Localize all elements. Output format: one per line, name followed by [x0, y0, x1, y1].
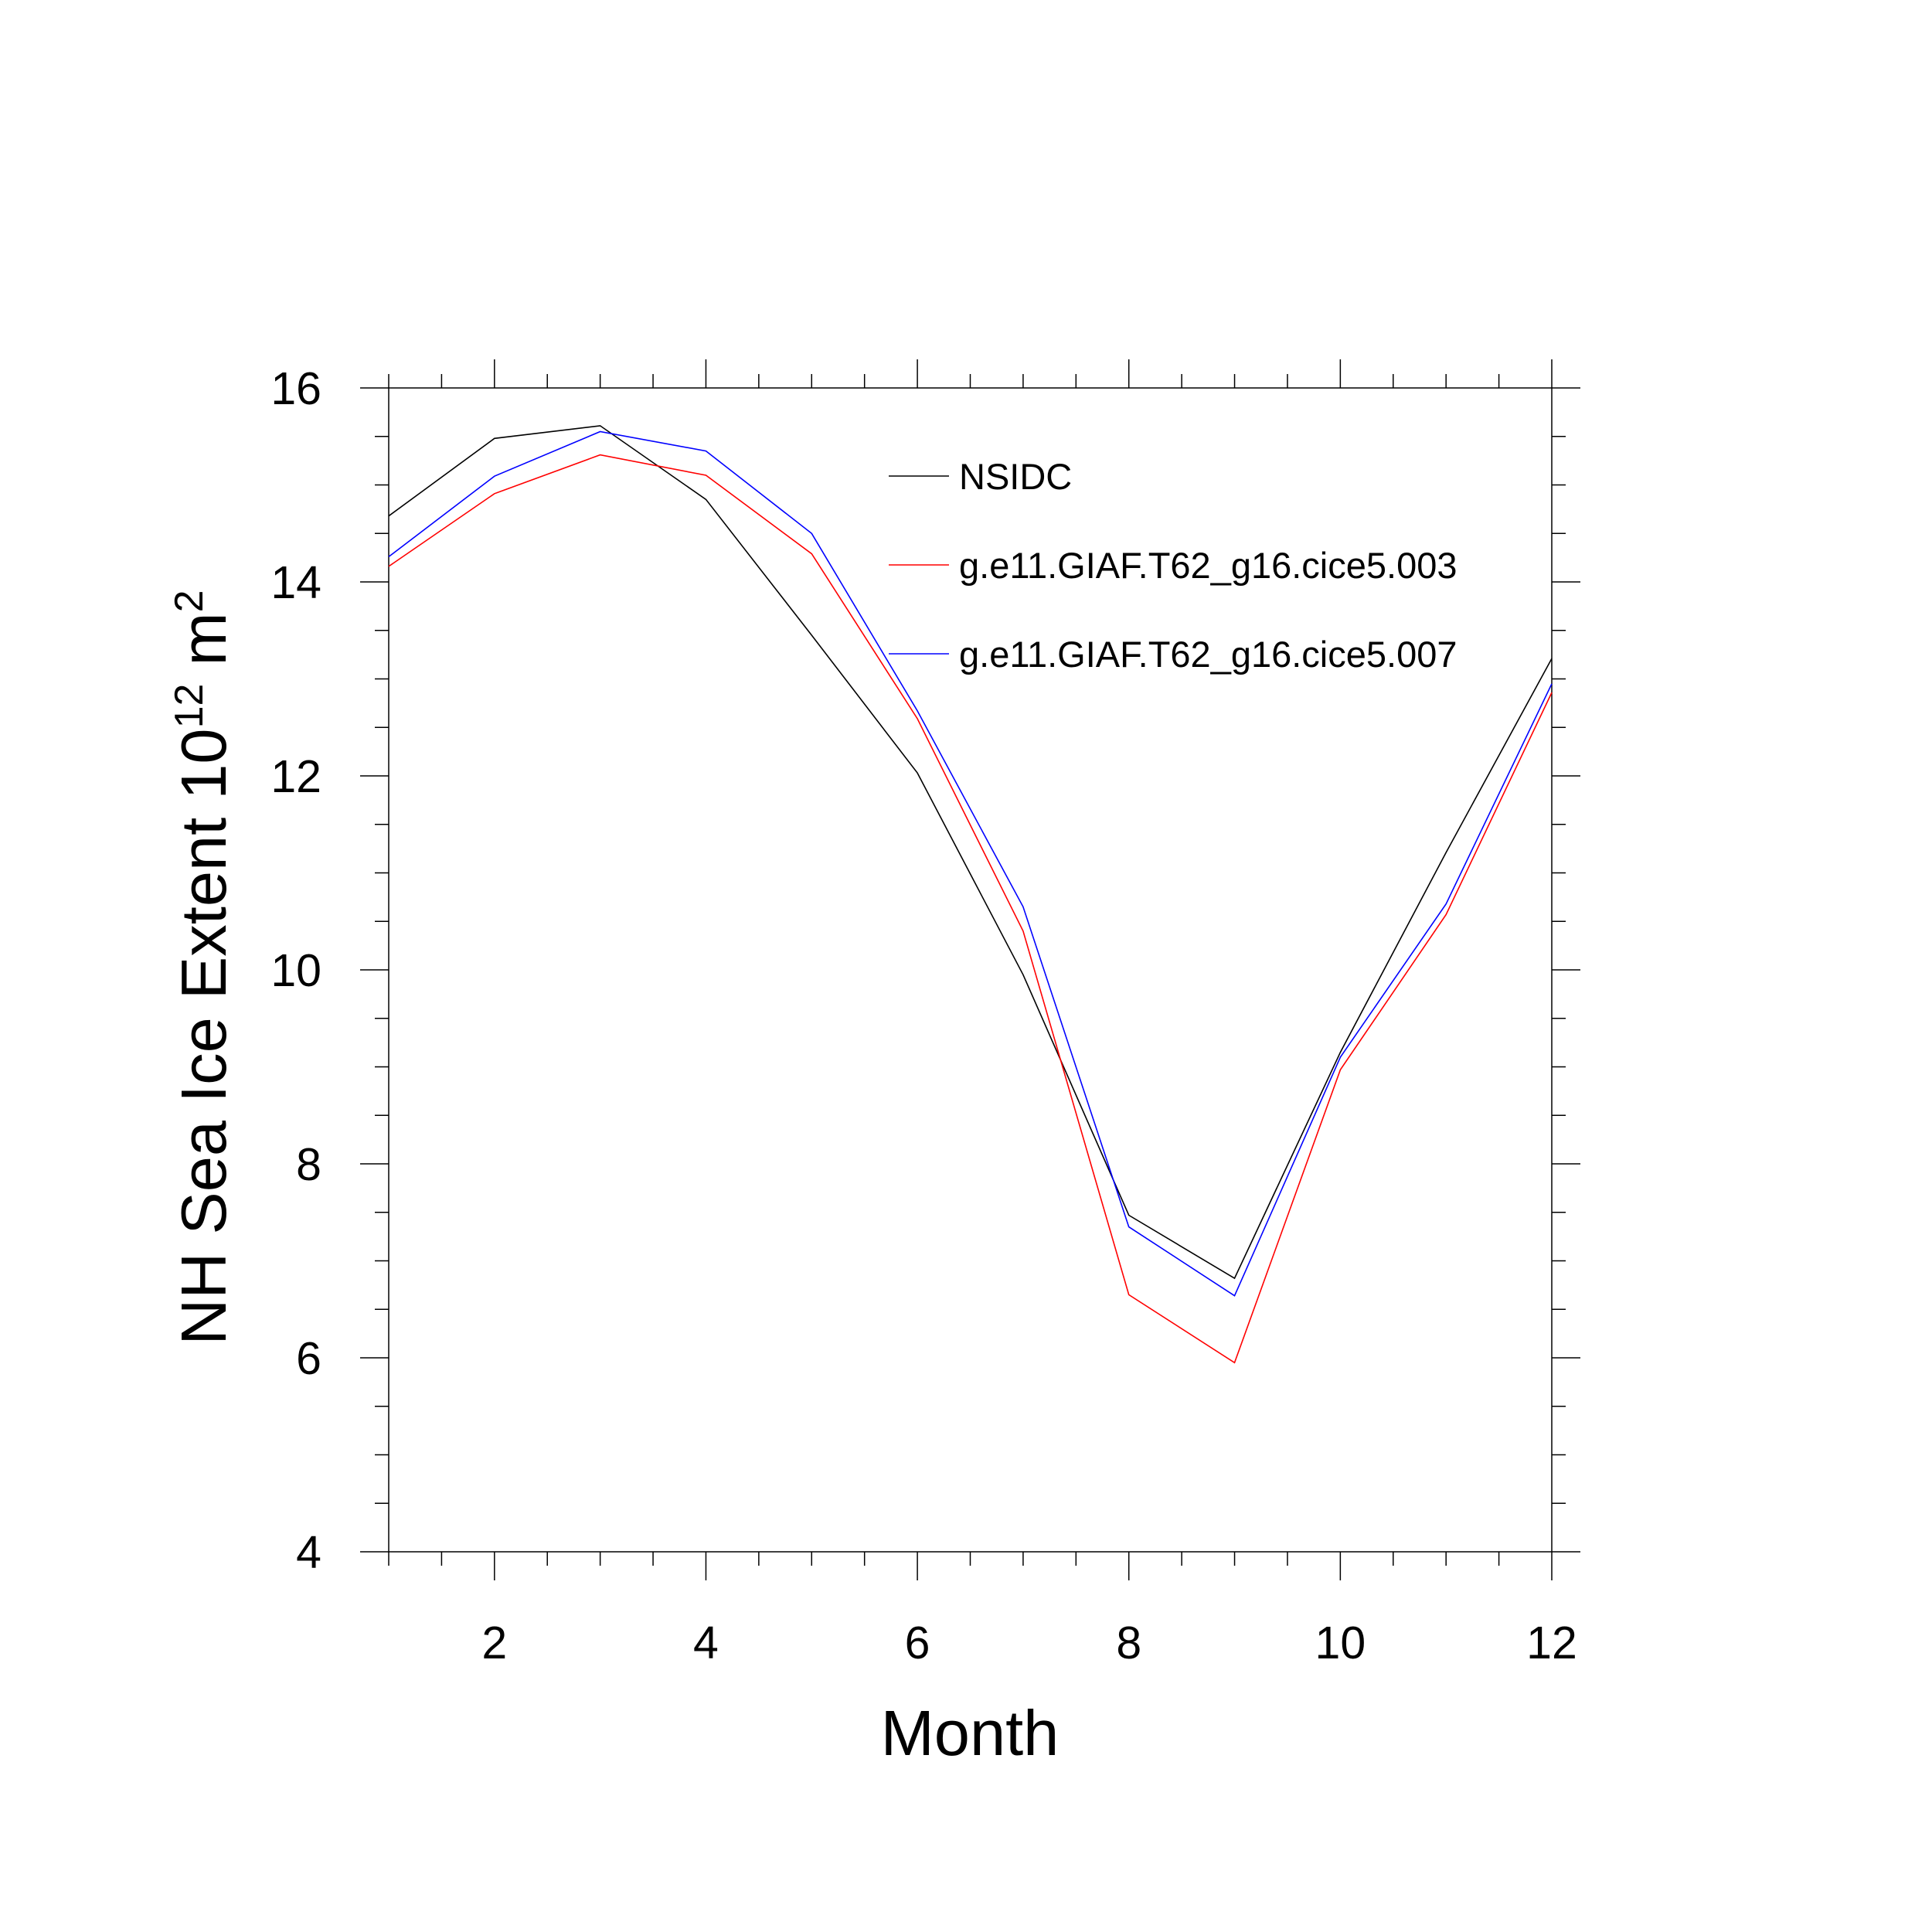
y-tick-label: 14	[270, 557, 321, 608]
y-tick-label: 16	[270, 363, 321, 414]
series-line-3	[388, 430, 1553, 1297]
legend-label: g.e11.GIAF.T62_g16.cice5.003	[959, 545, 1458, 586]
y-tick-label: 10	[270, 945, 321, 996]
x-tick-label: 12	[1526, 1617, 1577, 1668]
y-tick-label: 8	[296, 1139, 321, 1190]
x-axis-title: Month	[881, 1697, 1060, 1769]
x-tick-label: 4	[693, 1617, 719, 1668]
y-axis-title-unit-exponent: 2	[167, 590, 212, 612]
x-tick-label: 10	[1315, 1617, 1366, 1668]
y-tick-label: 4	[296, 1527, 321, 1578]
series-line-1	[388, 425, 1553, 1280]
axis-ticks: 2 4 6 8 10 12 4 6 8 10 12 14 16	[270, 359, 1580, 1668]
legend-label: NSIDC	[959, 456, 1072, 497]
x-tick-label: 8	[1116, 1617, 1141, 1668]
y-axis-title: NH Sea Ice Extent 1012 m2	[167, 590, 240, 1345]
y-axis-title-unit: m	[168, 612, 240, 683]
x-tick-label: 2	[481, 1617, 507, 1668]
y-tick-label: 12	[270, 751, 321, 802]
legend-label: g.e11.GIAF.T62_g16.cice5.007	[959, 634, 1458, 675]
y-axis-title-exponent: 12	[167, 684, 212, 729]
series-line-2	[388, 454, 1553, 1364]
series-lines	[388, 425, 1553, 1364]
legend: NSIDC g.e11.GIAF.T62_g16.cice5.003 g.e11.G…	[889, 456, 1458, 675]
y-tick-label: 6	[296, 1333, 321, 1384]
y-axis-title-main: NH Sea Ice Extent 10	[168, 728, 240, 1345]
x-tick-label: 6	[905, 1617, 930, 1668]
